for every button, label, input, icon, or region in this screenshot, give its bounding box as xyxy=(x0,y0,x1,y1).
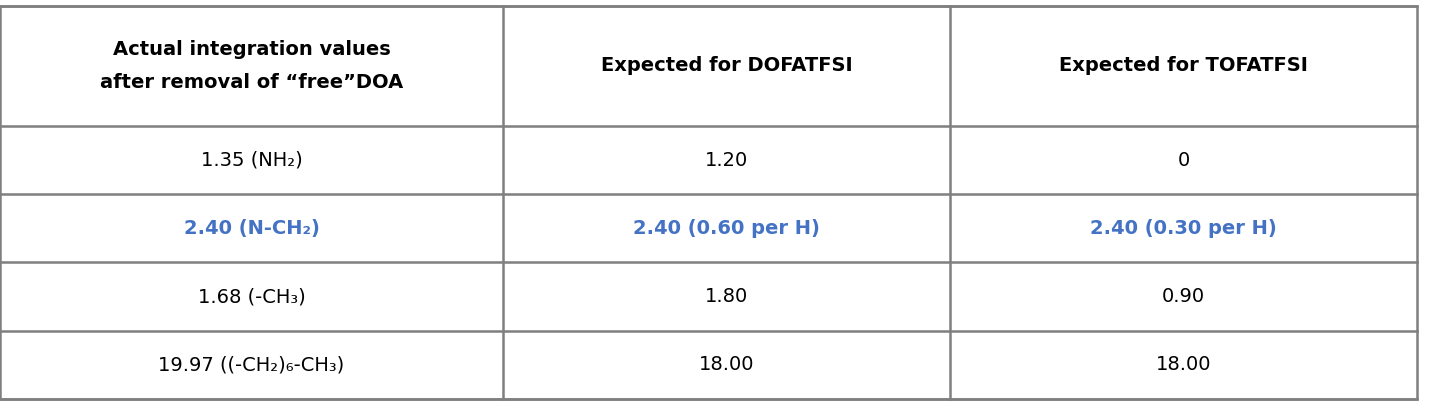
Text: 18.00: 18.00 xyxy=(699,355,754,374)
Text: Expected for TOFATFSI: Expected for TOFATFSI xyxy=(1059,56,1308,75)
Text: 1.80: 1.80 xyxy=(705,287,748,306)
Text: 1.35 (NH₂): 1.35 (NH₂) xyxy=(200,151,302,170)
Text: 2.40 (N-CH₂): 2.40 (N-CH₂) xyxy=(184,219,319,238)
Text: 0: 0 xyxy=(1177,151,1190,170)
Text: 18.00: 18.00 xyxy=(1156,355,1212,374)
Text: 1.20: 1.20 xyxy=(705,151,748,170)
Text: 1.68 (-CH₃): 1.68 (-CH₃) xyxy=(197,287,305,306)
Text: 2.40 (0.30 per H): 2.40 (0.30 per H) xyxy=(1091,219,1276,238)
Text: 0.90: 0.90 xyxy=(1161,287,1204,306)
Text: 19.97 ((-CH₂)₆-CH₃): 19.97 ((-CH₂)₆-CH₃) xyxy=(158,355,345,374)
Text: Expected for DOFATFSI: Expected for DOFATFSI xyxy=(600,56,852,75)
Text: Actual integration values
after removal of “free”DOA: Actual integration values after removal … xyxy=(99,40,403,92)
Text: 2.40 (0.60 per H): 2.40 (0.60 per H) xyxy=(633,219,820,238)
